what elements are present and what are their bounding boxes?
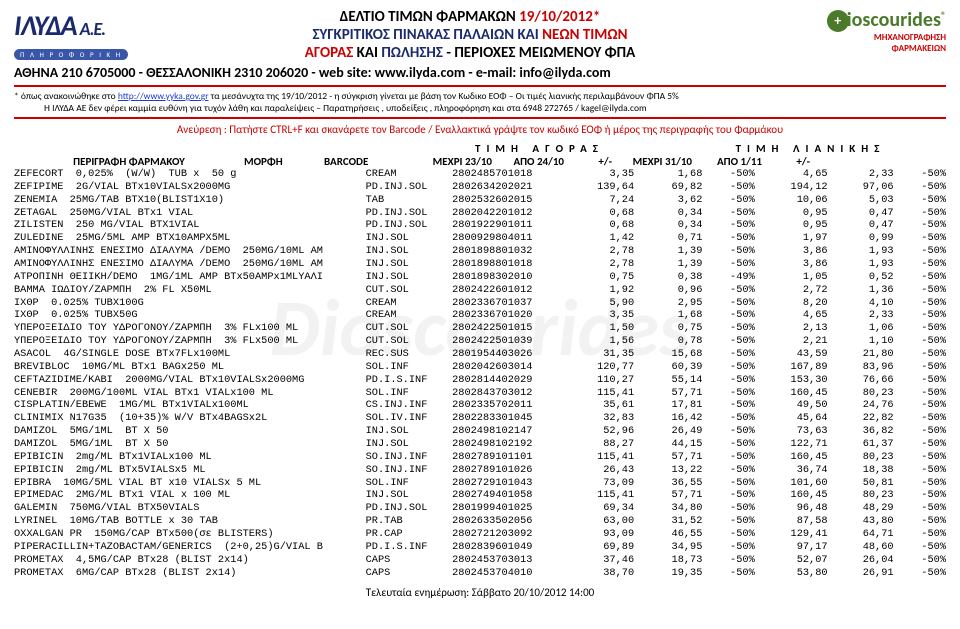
dioscourides-logo: ioscourides® [776,8,946,32]
right-sub2: ΦΑΡΜΑΚΕΙΩΝ [776,43,946,54]
gov-link[interactable]: http://www.yyka.gov.gr [118,90,209,102]
table-row: ZILISTEN 250 MG/VIAL BTX1VIALPD.INJ.SOL2… [14,219,946,232]
table-row: PROMETAX 6MG/CAP BTx28 (BLIST 2x14)CAPS2… [14,567,946,580]
table-row: ΥΠΕΡΟΞΕΙΔΙΟ ΤΟΥ ΥΔΡΟΓΟΝΟΥ/ΖΑΡΜΠΗ 3% FLx5… [14,335,946,348]
col-until2310: ΜΕΧΡΙ 23/10 [414,155,492,168]
ilyda-ae: Α.Ε. [77,18,106,40]
logo-right: ioscourides® ΜΗΧΑΝΟΓΡΑΦΗΣΗ ΦΑΡΜΑΚΕΙΩΝ [776,8,946,54]
table-row: DAMIZOL 5MG/1ML BT X 50INJ.SOL2802498102… [14,438,946,451]
col-until3110: ΜΕΧΡΙ 31/10 [612,155,692,168]
table-row: EPIBICIN 2mg/ML BTx1VIALx100 MLSO.INJ.IN… [14,451,946,464]
table-row: ΥΠΕΡΟΞΕΙΔΙΟ ΤΟΥ ΥΔΡΟΓΟΝΟΥ/ΖΑΡΜΠΗ 3% FLx1… [14,322,946,335]
col-pct1: +/- [564,155,612,168]
table-row: CLINIMIX N17G35 (10+35)% W/V BTx4BAGSx2L… [14,412,946,425]
table-row: ZETAGAL 250MG/VIAL BTx1 VIALPD.INJ.SOL28… [14,207,946,220]
table-row: ΒΑΜΜΑ ΙΩΔΙΟΥ/ΖΑΡΜΠΗ 2% FL X50MLCUT.SOL28… [14,284,946,297]
table-row: DAMIZOL 5MG/1ML BT X 50INJ.SOL2802498102… [14,425,946,438]
header: ΙΛΥΔΑ Α.Ε. Π Λ Η Ρ Ο Φ Ο Ρ Ι Κ Η ΔΕΛΤΙΟ … [14,8,946,62]
table-row: EPIMEDAC 2MG/ML BTx1 VIAL x 100 MLINJ.SO… [14,489,946,502]
table-row: PROMETAX 4,5MG/CAP BTx28 (BLIST 2x14)CAP… [14,554,946,567]
group-purchase: ΤΙΜΗ ΑΓΟΡΑΣ [404,142,675,155]
title-line3: ΑΓΟΡΑΣ ΚΑΙ ΠΩΛΗΣΗΣ - ΠΕΡΙΟΧΕΣ ΜΕΙΩΜΕΝΟΥ … [164,44,776,62]
col-desc: ΠΕΡΙΓΡΑΦΗ ΦΑΡΜΑΚΟΥ [14,155,244,168]
disclaimer: * όπως ανακοινώθηκε στο http://www.yyka.… [14,85,946,119]
table-row: ΑΜΙΝΟΦΥΛΛΙΝΗΣ ΕΝΕΣΙΜΟ ΔΙΑΛΥΜΑ /DEMO 250M… [14,258,946,271]
table-row: ZEFECORT 0,025% (W/W) TUB x 50 gCREAM280… [14,168,946,181]
cross-icon [827,10,849,32]
col-from0111: ΑΠΟ 1/11 [692,155,762,168]
column-headers: ΤΙΜΗ ΑΓΟΡΑΣ ΤΙΜΗ ΛΙΑΝΙΚΗΣ ΠΕΡΙΓΡΑΦΗ ΦΑΡΜ… [14,142,946,168]
group-retail: ΤΙΜΗ ΛΙΑΝΙΚΗΣ [675,142,946,155]
header-center: ΔΕΛΤΙΟ ΤΙΜΩΝ ΦΑΡΜΑΚΩΝ 19/10/2012* ΣΥΓΚΡΙ… [164,8,776,62]
table-row: PIPERACILLIN+TAZOBACTAM/GENERICS (2+0,25… [14,541,946,554]
ilyda-tag: Π Λ Η Ρ Ο Φ Ο Ρ Ι Κ Η [14,49,128,60]
table-row: EPIBRA 10MG/5ML VIAL BT x10 VIALSx 5 MLS… [14,477,946,490]
table-row: ΑΜΙΝΟΦΥΛΛΙΝΗΣ ΕΝΕΣΙΜΟ ΔΙΑΛΥΜΑ /DEMO 250M… [14,245,946,258]
ilyda-text: ΙΛΥΔΑ [14,8,77,43]
footer-updated: Τελευταία ενημέρωση: Σάββατο 20/10/2012 … [14,586,946,599]
ilyda-logo: ΙΛΥΔΑ Α.Ε. [14,8,164,43]
right-sub1: ΜΗΧΑΝΟΓΡΑΦΗΣΗ [776,32,946,43]
table-row: ZULEDINE 25MG/5ML AMP BTX10AMPX5MLINJ.SO… [14,232,946,245]
disclaimer-line1: * όπως ανακοινώθηκε στο http://www.yyka.… [14,90,946,102]
table-row: ΙΧΘΡ 0.025% TUBX50GCREAM28023367010203,3… [14,309,946,322]
table-row: CENEBIR 200MG/100ML VIAL BTx1 VIALx100 M… [14,387,946,400]
title-line1: ΔΕΛΤΙΟ ΤΙΜΩΝ ΦΑΡΜΑΚΩΝ 19/10/2012* [164,8,776,26]
col-from2410: ΑΠΟ 24/10 [492,155,564,168]
price-table: ZEFECORT 0,025% (W/W) TUB x 50 gCREAM280… [14,168,946,580]
table-row: OXXALGAN PR 150MG/CAP BTx500(σε BLISTERS… [14,528,946,541]
search-hint: Ανεύρεση : Πατήστε CTRL+F και σκανάρετε … [14,123,946,136]
table-row: ASACOL 4G/SINGLE DOSE BTx7FLx100MLREC.SU… [14,348,946,361]
table-row: ZEFIPIME 2G/VIAL BTx10VIALSx2000MGPD.INJ… [14,181,946,194]
logo-left: ΙΛΥΔΑ Α.Ε. Π Λ Η Ρ Ο Φ Ο Ρ Ι Κ Η [14,8,164,62]
table-row: EPIBICIN 2mg/ML BTx5VIALSx5 MLSO.INJ.INF… [14,464,946,477]
table-row: ΙΧΘΡ 0.025% TUBX100GCREAM28023367010375,… [14,297,946,310]
disclaimer-line2: Η ΙΛΥΔΑ ΑΕ δεν φέρει καμμία ευθύνη για τ… [14,102,946,114]
table-row: ΑΤΡΟΠΙΝΗ ΘΕΙΙΚΗ/DEMO 1MG/1ML AMP BTx50AM… [14,271,946,284]
table-row: GALEMIN 750MG/VIAL BTX50VIALSPD.INJ.SOL2… [14,502,946,515]
table-row: LYRINEL 10MG/TAB BOTTLE x 30 TABPR.TAB28… [14,515,946,528]
table-row: BREVIBLOC 10MG/ML BTx1 BAGx250 MLSOL.INF… [14,361,946,374]
col-pct2: +/- [762,155,810,168]
contact-line: ΑΘΗΝΑ 210 6705000 - ΘΕΣΣΑΛΟΝΙΚΗ 2310 206… [14,64,946,81]
table-row: CEFTAZIDIME/KABI 2000MG/VIAL BTx10VIALSx… [14,374,946,387]
table-row: ZENEMIA 25MG/TAB BTX10(BLIST1X10)TAB2802… [14,194,946,207]
col-barcode: BARCODE [324,155,414,168]
col-form: ΜΟΡΦΗ [244,155,324,168]
title-line2: ΣΥΓΚΡΙΤΙΚΟΣ ΠΙΝΑΚΑΣ ΠΑΛΑΙΩΝ ΚΑΙ ΝΕΩΝ ΤΙΜ… [164,26,776,44]
table-row: CISPLATIN/EBEWE 1MG/ML BTx1VIALx100MLCS.… [14,399,946,412]
